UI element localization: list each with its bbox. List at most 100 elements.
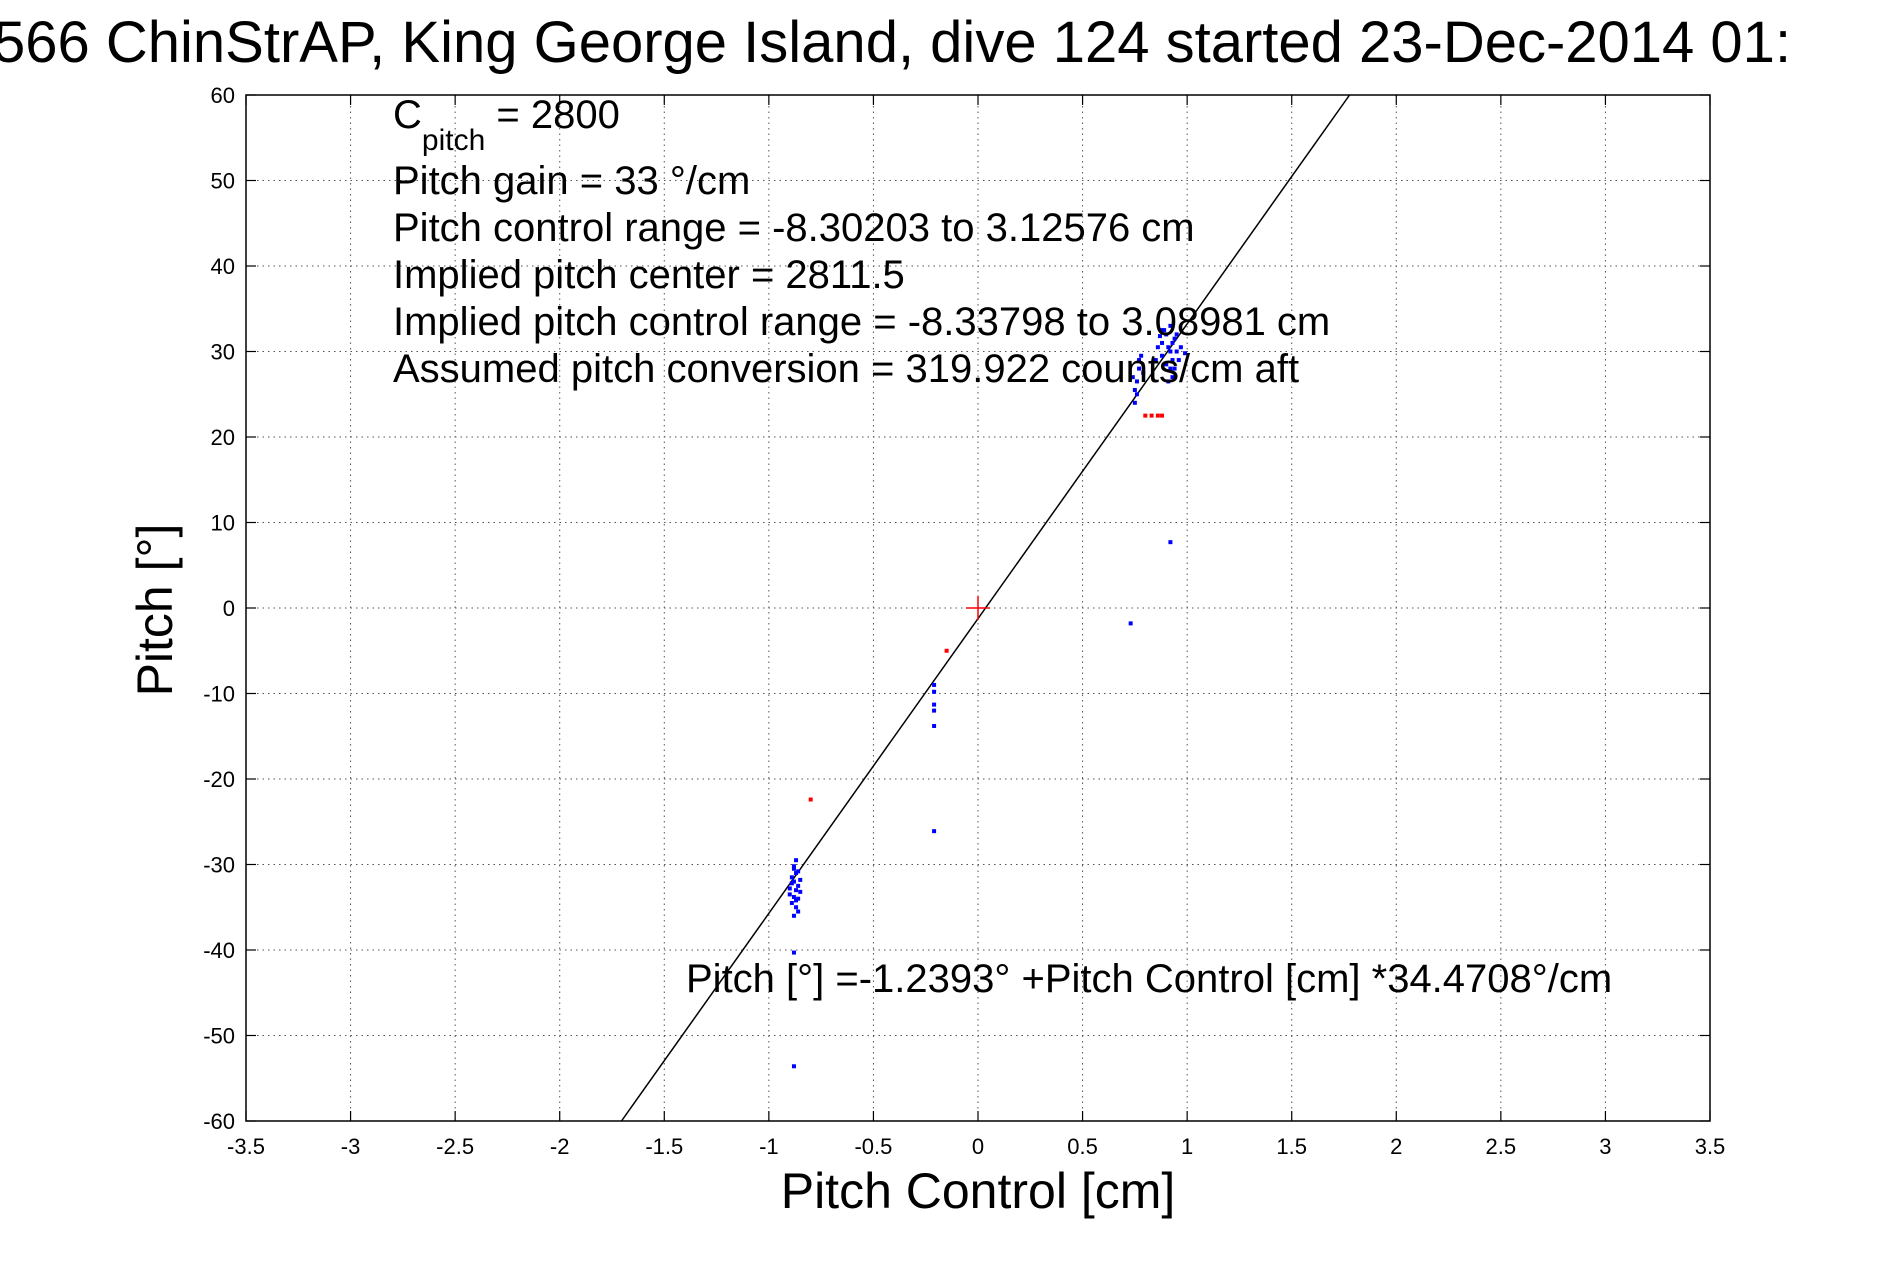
x-tick-label: 3 <box>1599 1134 1611 1159</box>
data-point <box>794 888 799 893</box>
data-point <box>1168 540 1173 545</box>
axis-ticks <box>245 94 1711 1122</box>
x-tick-label: -2.5 <box>436 1134 474 1159</box>
data-point <box>796 896 801 901</box>
data-point <box>794 898 799 903</box>
data-point <box>798 889 803 894</box>
data-point <box>794 871 799 876</box>
pitch-control-range-annotation: Pitch control range = -8.30203 to 3.1257… <box>393 206 1195 250</box>
data-point <box>1172 336 1177 341</box>
data-point <box>1174 349 1179 354</box>
annotation-block: Cpitch = 2800 Pitch gain = 33 °/cm Pitch… <box>393 93 1330 391</box>
chart-title: 566 ChinStrAP, King George Island, dive … <box>0 10 1791 75</box>
x-tick-label: -3.5 <box>227 1134 265 1159</box>
data-point <box>932 829 937 834</box>
data-point <box>1149 413 1154 418</box>
data-point <box>808 797 813 802</box>
x-tick-label: -3 <box>341 1134 361 1159</box>
data-point <box>1128 621 1133 626</box>
data-point <box>1162 328 1167 333</box>
x-tick-label: -2 <box>550 1134 570 1159</box>
c-pitch-annotation: Cpitch = 2800 <box>393 93 620 157</box>
data-point <box>791 913 796 918</box>
pitch-conversion-annotation: Assumed pitch conversion = 319.922 count… <box>393 347 1299 391</box>
y-tick-label: 10 <box>211 511 235 536</box>
data-point <box>1137 366 1142 371</box>
data-point <box>798 877 803 882</box>
c-pitch-value: = 2800 <box>485 93 620 137</box>
data-point <box>932 723 937 728</box>
data-point <box>1155 345 1160 350</box>
y-tick-label: 30 <box>211 340 235 365</box>
y-tick-label: 50 <box>211 169 235 194</box>
data-point <box>1143 413 1148 418</box>
data-point <box>1137 358 1142 363</box>
y-tick-label: 0 <box>223 596 235 621</box>
data-point <box>1157 334 1162 339</box>
data-point <box>932 682 937 687</box>
data-point <box>1139 353 1144 358</box>
x-tick-label: 0.5 <box>1067 1134 1098 1159</box>
y-tick-label: 20 <box>211 425 235 450</box>
data-point <box>796 909 801 914</box>
data-point <box>791 894 796 899</box>
data-point <box>1170 358 1175 363</box>
c-pitch-subscript: pitch <box>422 124 485 157</box>
data-point <box>794 858 799 863</box>
data-point <box>1166 345 1171 350</box>
data-point <box>791 866 796 871</box>
y-tick-label: -30 <box>203 853 235 878</box>
data-point <box>932 702 937 707</box>
data-point <box>1174 332 1179 337</box>
data-point <box>1160 353 1165 358</box>
data-point <box>791 864 796 869</box>
x-tick-label: -0.5 <box>854 1134 892 1159</box>
y-axis-label: Pitch [°] <box>127 524 183 697</box>
x-tick-label: -1.5 <box>645 1134 683 1159</box>
data-point <box>789 875 794 880</box>
x-tick-label: 1 <box>1181 1134 1193 1159</box>
data-point <box>932 689 937 694</box>
c-pitch-symbol: C <box>393 93 422 137</box>
data-point <box>1168 366 1173 371</box>
y-tick-label: 60 <box>211 83 235 108</box>
x-tick-label: -1 <box>759 1134 779 1159</box>
data-points <box>787 323 1188 1069</box>
data-point <box>789 900 794 905</box>
center-marker <box>966 596 990 620</box>
data-point <box>796 883 801 888</box>
data-point <box>1160 413 1165 418</box>
data-point <box>787 892 792 897</box>
x-tick-label: 2.5 <box>1486 1134 1517 1159</box>
y-tick-label: -20 <box>203 767 235 792</box>
y-tick-label: -60 <box>203 1109 235 1134</box>
data-point <box>1153 358 1158 363</box>
x-tick-label: 3.5 <box>1695 1134 1726 1159</box>
data-point <box>1176 358 1181 363</box>
data-point <box>794 905 799 910</box>
data-point <box>1170 375 1175 380</box>
data-point <box>1168 323 1173 328</box>
data-point <box>1134 392 1139 397</box>
data-point <box>1132 400 1137 405</box>
data-point <box>1183 351 1188 356</box>
data-point <box>787 886 792 891</box>
data-point <box>1160 328 1165 333</box>
data-point <box>1160 340 1165 345</box>
data-point <box>1178 345 1183 350</box>
x-tick-labels: -3.5 -3 -2.5 -2 -1.5 -1 -0.5 0 0.5 1 1.5 2 2.5 3 3.5 <box>227 1134 1725 1159</box>
data-point <box>796 869 801 874</box>
pitch-gain-annotation: Pitch gain = 33 °/cm <box>393 159 750 203</box>
data-point <box>791 879 796 884</box>
fit-equation-annotation: Pitch [°] =-1.2393° +Pitch Control [cm] … <box>686 957 1612 1001</box>
x-tick-label: 1.5 <box>1276 1134 1307 1159</box>
data-point <box>1166 379 1171 384</box>
data-point <box>1155 413 1160 418</box>
data-point <box>1170 340 1175 345</box>
x-tick-label: 0 <box>972 1134 984 1159</box>
data-point <box>1164 332 1169 337</box>
data-point <box>791 950 796 955</box>
data-point <box>1130 375 1135 380</box>
x-tick-label: 2 <box>1390 1134 1402 1159</box>
